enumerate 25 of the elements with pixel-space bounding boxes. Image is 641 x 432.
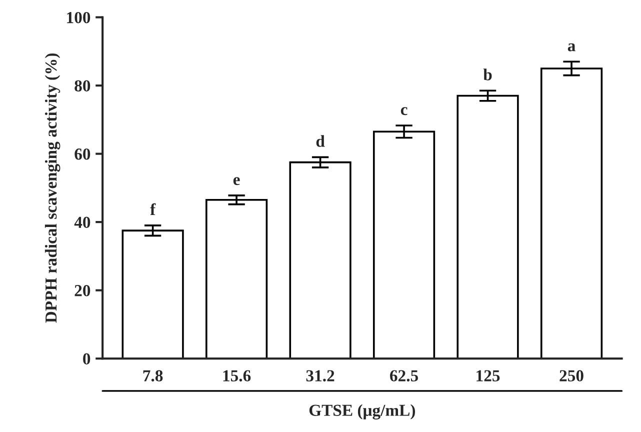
y-axis-title: DPPH radical scavenging activity (%): [44, 53, 60, 323]
annotation: a: [568, 43, 576, 52]
bar: [289, 161, 352, 359]
bar: [456, 94, 519, 359]
bar: [372, 130, 436, 359]
annotation: b: [483, 68, 492, 80]
x-tick-label: 15.6: [223, 370, 251, 382]
annotation: c: [400, 107, 408, 116]
y-tick-label: 40: [74, 216, 90, 228]
x-tick-label: 31.2: [306, 370, 334, 382]
y-tick-label: 20: [74, 285, 90, 296]
x-tick-label: 125: [476, 370, 500, 382]
y-tick-label: 100: [67, 12, 90, 24]
bar: [205, 198, 268, 359]
bar: [122, 230, 184, 359]
y-tick-label: 60: [74, 148, 90, 160]
annotation: d: [316, 135, 325, 147]
annotation: f: [150, 203, 156, 215]
x-tick-label: 250: [560, 370, 584, 382]
x-axis-title: GTSE (μg/mL): [309, 404, 416, 420]
x-tick-label: 62.5: [390, 370, 418, 382]
y-tick-label: 0: [83, 353, 90, 365]
y-tick-label: 80: [74, 80, 90, 92]
annotation: e: [233, 177, 240, 186]
x-tick-label: 7.8: [143, 370, 163, 382]
